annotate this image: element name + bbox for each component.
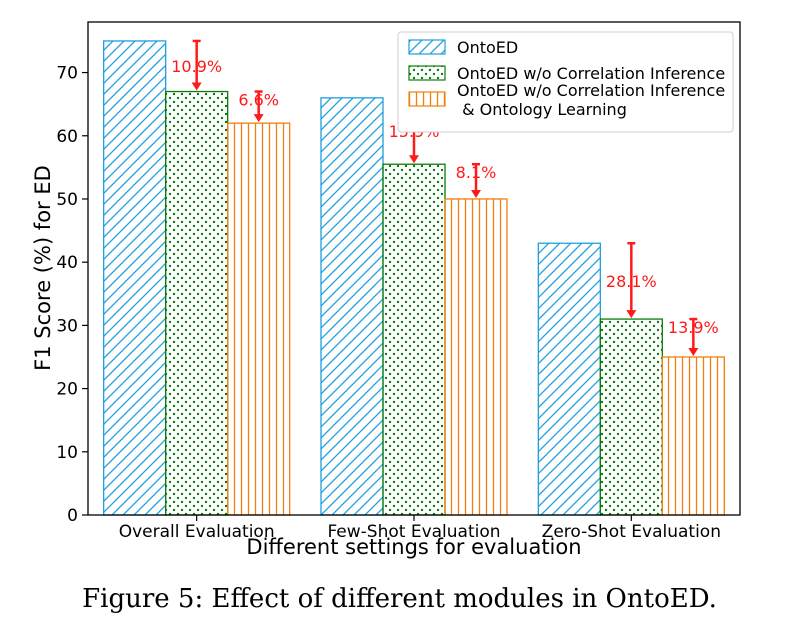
legend-swatch-wo-ci-ol: [408, 91, 446, 107]
x-tick-label-0: Overall Evaluation: [119, 522, 275, 542]
bar-s2-c0: [227, 122, 291, 516]
legend-box: [397, 31, 734, 133]
bar-s0-c0: [103, 40, 167, 516]
y-tick-label-6: 60: [56, 127, 78, 147]
y-tick-label-2: 20: [56, 380, 78, 400]
bar-s0-c1: [320, 97, 384, 516]
annotation-arrow-3: [471, 189, 481, 198]
bar-s1-c2: [599, 318, 663, 516]
annotation-label-3: 8.1%: [456, 163, 497, 182]
y-tick-label-1: 10: [56, 443, 78, 463]
x-tick-label-2: Zero-Shot Evaluation: [542, 522, 721, 542]
bar-s1-c1: [382, 163, 446, 516]
y-tick-label-3: 30: [56, 316, 78, 336]
legend: OntoED OntoED w/o Correlation Inference …: [397, 31, 734, 133]
annotation-arrow-1: [253, 114, 264, 123]
x-axis-title: Different settings for evaluation: [246, 535, 581, 559]
legend-swatch-wo-ci: [408, 65, 446, 81]
annotation-label-1: 6.6%: [238, 91, 279, 110]
annotation-label-0: 10.9%: [171, 57, 222, 76]
annotation-label-5: 13.9%: [668, 318, 719, 337]
legend-label-wo-ci-ol: OntoED w/o Correlation Inference & Ontol…: [457, 81, 725, 119]
annotation-arrow-5: [688, 347, 699, 356]
bar-s0-c2: [537, 242, 601, 516]
bar-chart: 0 10 20 30 40 50 60 70 Overall Evaluation Few-Sho…: [31, 21, 741, 559]
y-tick-label-4: 40: [56, 253, 78, 273]
y-axis-title: F1 Score (%) for ED: [31, 165, 55, 371]
plot-frame: [87, 21, 741, 516]
legend-label-wo-ci: OntoED w/o Correlation Inference: [457, 64, 725, 83]
bar-s2-c2: [661, 356, 725, 516]
figure-caption: Figure 5: Effect of different modules in…: [82, 584, 717, 614]
y-tick-label-5: 50: [56, 190, 78, 210]
x-tick-label-1: Few-Shot Evaluation: [327, 522, 500, 542]
legend-swatch-ontoed: [408, 39, 446, 55]
bar-s2-c1: [444, 198, 508, 516]
annotation-label-4: 28.1%: [606, 272, 657, 291]
legend-label-ontoed: OntoED: [457, 38, 518, 57]
bar-s1-c0: [165, 90, 229, 516]
annotation-arrow-0: [191, 82, 202, 91]
y-tick-label-7: 70: [56, 64, 78, 84]
annotation-arrow-2: [409, 155, 419, 164]
annotation-arrow-4: [626, 310, 637, 319]
y-tick-label-0: 0: [67, 506, 78, 526]
